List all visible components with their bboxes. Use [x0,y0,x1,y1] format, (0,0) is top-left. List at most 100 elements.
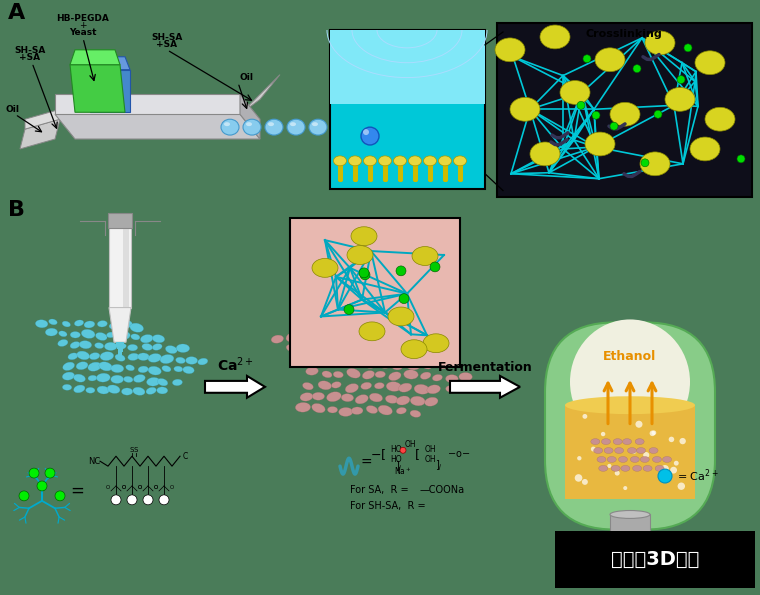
Ellipse shape [97,321,107,327]
Ellipse shape [414,384,429,394]
Ellipse shape [396,396,410,405]
Ellipse shape [318,381,331,390]
Ellipse shape [404,370,418,379]
Text: Yeast: Yeast [69,28,97,37]
Text: ]$_i$: ]$_i$ [395,459,403,473]
Ellipse shape [695,51,725,74]
Ellipse shape [128,353,139,361]
Circle shape [737,155,745,163]
Ellipse shape [198,358,207,365]
Ellipse shape [411,352,423,359]
Ellipse shape [115,354,125,361]
Ellipse shape [326,347,339,356]
Circle shape [37,481,47,491]
Text: ]$_j$: ]$_j$ [435,459,443,474]
Circle shape [111,495,121,505]
Ellipse shape [359,322,385,341]
Circle shape [55,491,65,501]
Ellipse shape [63,362,74,371]
Text: —COONa: —COONa [420,485,465,495]
Ellipse shape [565,396,695,414]
Ellipse shape [183,367,195,374]
Text: HB-PEGDA: HB-PEGDA [56,14,109,23]
Ellipse shape [76,362,88,369]
Ellipse shape [125,365,135,371]
Ellipse shape [585,132,615,156]
Circle shape [670,466,677,474]
Ellipse shape [185,356,198,364]
Text: S: S [134,447,138,453]
Ellipse shape [62,321,71,327]
Ellipse shape [363,156,376,166]
Ellipse shape [152,343,162,350]
Ellipse shape [690,137,720,161]
Ellipse shape [363,371,375,379]
Ellipse shape [601,439,610,444]
Circle shape [143,495,153,505]
Ellipse shape [495,38,525,62]
Text: +SA: +SA [20,53,40,62]
Ellipse shape [117,331,130,340]
Circle shape [344,305,354,315]
Circle shape [127,495,137,505]
Ellipse shape [62,372,74,380]
Ellipse shape [643,465,652,471]
Ellipse shape [106,332,115,338]
Ellipse shape [138,353,149,361]
Text: O: O [154,485,158,490]
Bar [118,348,122,352]
Ellipse shape [97,386,109,394]
Ellipse shape [345,384,359,393]
Ellipse shape [147,377,160,386]
Text: =: = [70,482,84,500]
Ellipse shape [322,371,332,378]
Ellipse shape [331,336,343,343]
Circle shape [678,483,685,490]
Text: For SA,  R =: For SA, R = [350,485,409,495]
Ellipse shape [398,383,412,392]
Circle shape [29,468,39,478]
Text: Crosslinking: Crosslinking [586,29,663,39]
Ellipse shape [295,355,309,364]
Ellipse shape [97,373,110,382]
Ellipse shape [607,456,616,462]
Ellipse shape [610,511,650,518]
Circle shape [643,452,649,458]
Text: =: = [360,456,372,470]
Ellipse shape [640,456,649,462]
Ellipse shape [96,333,107,340]
Ellipse shape [148,367,161,375]
Ellipse shape [300,393,313,401]
Text: O: O [122,485,126,490]
Text: Fermentation: Fermentation [438,361,532,374]
Ellipse shape [324,359,334,366]
Circle shape [661,465,669,472]
Ellipse shape [410,396,425,406]
Bar [497,23,752,196]
Ellipse shape [339,408,353,416]
Text: S: S [130,447,135,453]
Polygon shape [240,74,280,114]
Ellipse shape [148,353,161,362]
Ellipse shape [334,156,347,166]
Ellipse shape [162,366,171,372]
Text: 南极熊3D打印: 南极熊3D打印 [611,550,699,569]
Ellipse shape [100,352,114,361]
Ellipse shape [610,102,640,126]
Ellipse shape [355,394,369,404]
Ellipse shape [385,336,396,343]
Ellipse shape [445,386,456,392]
Polygon shape [55,95,240,114]
Ellipse shape [349,156,362,166]
Circle shape [592,111,600,119]
Ellipse shape [58,340,68,346]
Circle shape [359,268,369,278]
Ellipse shape [423,156,436,166]
Circle shape [632,449,636,454]
Ellipse shape [309,359,319,365]
Ellipse shape [59,331,67,337]
Circle shape [363,129,369,135]
Ellipse shape [153,335,165,343]
Circle shape [159,495,169,505]
Text: +: + [79,21,87,30]
